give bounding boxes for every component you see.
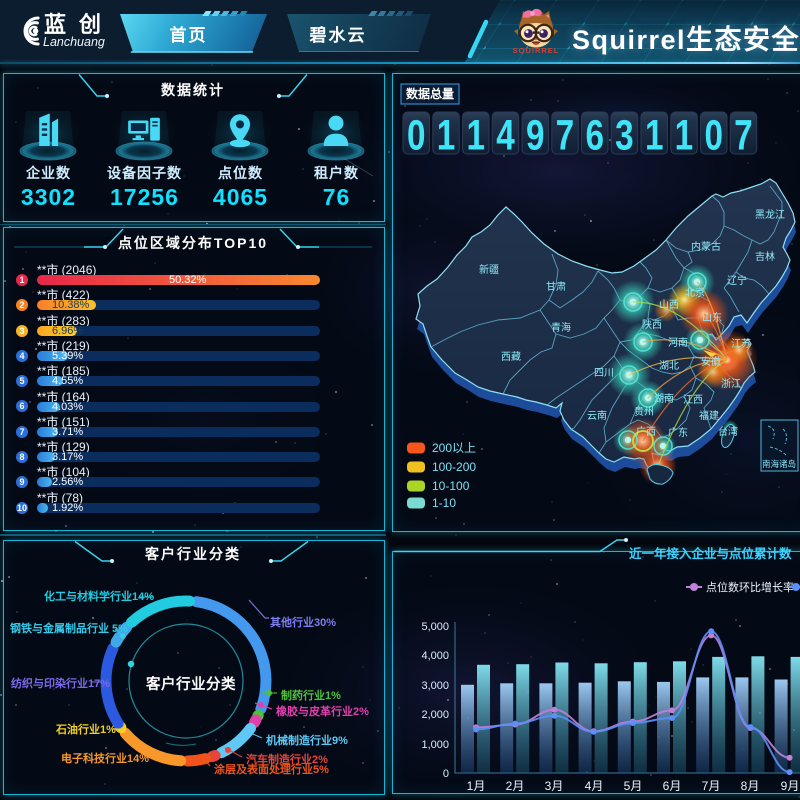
svg-text:新疆: 新疆	[479, 263, 499, 276]
svg-text:江西: 江西	[683, 394, 703, 406]
svg-text:制药行业1%: 制药行业1%	[281, 688, 341, 702]
svg-text:10-100: 10-100	[432, 479, 470, 493]
svg-text:钢铁与金属制品行业 5%: 钢铁与金属制品行业 5%	[10, 621, 128, 635]
svg-text:江苏: 江苏	[731, 337, 751, 350]
svg-text:贵州: 贵州	[634, 405, 654, 418]
svg-text:5月: 5月	[624, 779, 643, 793]
svg-text:100-200: 100-200	[432, 460, 476, 474]
svg-text:纺织与印染行业17%: 纺织与印染行业17%	[11, 676, 110, 690]
svg-text:浙江: 浙江	[721, 378, 741, 390]
svg-text:四川: 四川	[594, 368, 614, 379]
svg-text:安徽: 安徽	[701, 355, 721, 368]
svg-text:数据总量: 数据总量	[406, 86, 454, 101]
svg-text:辽宁: 辽宁	[727, 274, 747, 287]
svg-text:广西: 广西	[636, 426, 656, 438]
svg-text:南海诸岛: 南海诸岛	[762, 459, 796, 469]
svg-text:6月: 6月	[663, 779, 682, 793]
svg-text:内蒙古: 内蒙古	[691, 240, 721, 253]
svg-text:5,000: 5,000	[421, 621, 449, 633]
svg-text:1,000: 1,000	[421, 739, 449, 751]
svg-text:7: 7	[556, 112, 575, 160]
svg-text:2,000: 2,000	[421, 709, 449, 721]
svg-text:1-10: 1-10	[432, 496, 456, 510]
svg-text:山西: 山西	[659, 299, 679, 311]
svg-text:北京: 北京	[685, 286, 705, 299]
svg-text:1: 1	[466, 112, 485, 160]
svg-text:橡胶与皮革行业2%: 橡胶与皮革行业2%	[276, 704, 369, 718]
svg-text:青海: 青海	[551, 321, 571, 334]
svg-text:湖南: 湖南	[654, 392, 674, 405]
svg-text:0: 0	[704, 112, 723, 160]
svg-text:汽车制造行业2%: 汽车制造行业2%	[246, 752, 328, 766]
svg-text:1月: 1月	[467, 779, 486, 793]
svg-text:陕西: 陕西	[642, 318, 662, 331]
svg-text:云南: 云南	[587, 409, 607, 422]
svg-text:湖北: 湖北	[659, 360, 679, 372]
svg-text:2月: 2月	[506, 779, 525, 793]
svg-text:台湾: 台湾	[718, 425, 738, 438]
svg-text:河南: 河南	[668, 336, 688, 349]
svg-text:200以上: 200以上	[432, 441, 476, 455]
svg-text:9月: 9月	[781, 779, 800, 793]
svg-text:甘肃: 甘肃	[546, 280, 566, 293]
svg-text:4: 4	[496, 112, 515, 160]
svg-text:黑龙江: 黑龙江	[755, 208, 785, 221]
svg-text:SQUIRREL: SQUIRREL	[513, 46, 559, 54]
svg-text:4,000: 4,000	[421, 650, 449, 662]
svg-text:9: 9	[526, 112, 545, 160]
svg-text:点位数环比增长率: 点位数环比增长率	[706, 580, 794, 594]
svg-text:机械制造行业9%: 机械制造行业9%	[266, 733, 348, 747]
svg-text:福建: 福建	[699, 409, 719, 422]
svg-text:电子科技行业14%: 电子科技行业14%	[61, 751, 149, 765]
svg-text:石油行业1%: 石油行业1%	[55, 722, 116, 736]
svg-text:7月: 7月	[702, 779, 721, 793]
svg-text:4月: 4月	[585, 779, 604, 793]
svg-text:广东: 广东	[668, 426, 688, 439]
svg-text:3月: 3月	[545, 779, 564, 793]
svg-text:3: 3	[615, 112, 634, 160]
svg-text:6: 6	[585, 112, 604, 160]
svg-text:1: 1	[675, 112, 694, 160]
svg-text:0: 0	[407, 112, 426, 160]
svg-text:其他行业30%: 其他行业30%	[270, 615, 336, 629]
svg-text:吉林: 吉林	[755, 250, 775, 263]
svg-text:1: 1	[645, 112, 664, 160]
svg-text:3,000: 3,000	[421, 680, 449, 692]
svg-text:0: 0	[443, 768, 449, 780]
svg-text:山东: 山东	[702, 311, 722, 324]
svg-text:涂层及表面处理行业5%: 涂层及表面处理行业5%	[214, 762, 329, 776]
svg-text:8月: 8月	[741, 779, 760, 793]
svg-text:1: 1	[437, 112, 456, 160]
svg-text:7: 7	[734, 112, 753, 160]
svg-text:客户行业分类: 客户行业分类	[145, 675, 236, 693]
svg-text:西藏: 西藏	[501, 351, 521, 363]
svg-text:化工与材料学行业14%: 化工与材料学行业14%	[44, 589, 154, 603]
